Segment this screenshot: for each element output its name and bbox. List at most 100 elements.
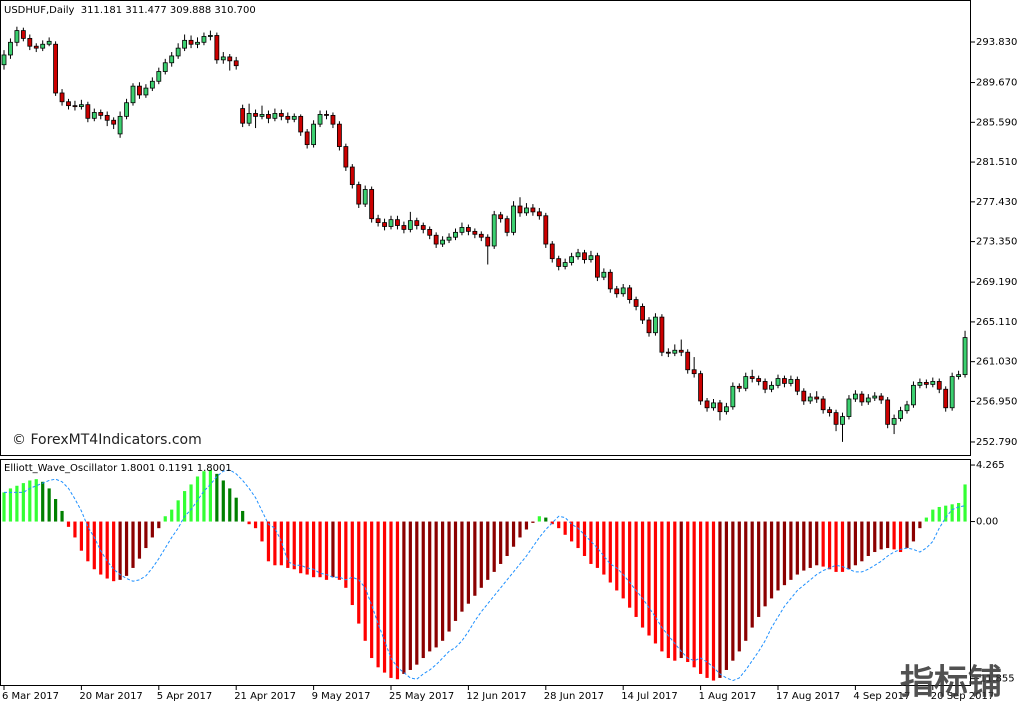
candle-body [453,231,458,238]
candle-body [653,316,658,334]
histogram-bar [447,521,451,632]
histogram-bar [421,521,425,659]
histogram-bar [363,521,367,641]
histogram-bar [705,521,709,678]
candle-body [595,255,600,278]
histogram-bar [653,521,658,644]
site-watermark: 指标铺 [900,663,1002,703]
histogram-bar [905,521,909,549]
histogram-bar [2,492,6,522]
candle-body [459,227,465,233]
candle-body [691,369,697,375]
x-tick-label: 9 May 2017 [312,691,371,702]
histogram-bar [415,521,419,665]
histogram-bar [511,521,516,547]
candle-body [104,114,110,121]
x-tick-label: 12 Jun 2017 [466,691,526,702]
candle-body [285,115,291,120]
histogram-bar [183,491,187,522]
histogram-bar [402,521,406,674]
candle-body [582,252,587,261]
y-tick-label: -11.855 [976,674,1015,685]
candle-body [627,287,633,300]
histogram-bar [724,521,728,670]
candle-body [446,236,452,241]
marks: 293.830 289.670 285.590 281.510 277.430 273.3… [1,26,1017,702]
candle-body [33,45,39,49]
candle-body [814,396,820,400]
candle-body [111,119,117,125]
candle-body [524,207,529,214]
histogram-bar [866,521,870,557]
candle-body [904,404,910,412]
histogram-bar [963,484,967,522]
histogram-bar [544,517,548,522]
y-tick-label: 281.510 [976,157,1017,168]
histogram-bar [589,521,593,564]
histogram-bar [305,521,309,575]
histogram-bar [41,481,45,522]
candle-body [382,222,387,227]
histogram-bar [21,483,25,522]
candle-body [878,395,884,401]
histogram-bar [537,516,541,522]
candle-body [137,85,142,96]
candle-body [336,123,342,147]
histogram-bar [634,521,638,617]
histogram-bar [744,521,748,641]
candle-body [498,214,504,220]
candle-body [485,236,491,247]
candle-body [923,382,929,385]
histogram-bar [898,521,903,553]
candle-body [272,113,278,119]
watermark: © ForexMT4Indicators.com [12,432,202,448]
candle-body [685,351,691,371]
histogram-bar [73,521,77,538]
histogram-bar [699,521,703,674]
candle-body [85,104,91,119]
histogram-bar [505,521,509,557]
candle-body [427,229,433,236]
candle-body [530,207,536,213]
histogram-bar [531,521,535,523]
y-tick-label: 273.350 [976,237,1017,248]
histogram-bar [266,521,271,562]
candle-body [601,271,607,278]
candle-body [414,220,420,226]
candle-body [833,412,839,425]
histogram-bar [821,521,825,567]
histogram-bar [731,521,735,661]
histogram-bar [299,521,303,574]
histogram-bar [150,521,154,538]
histogram-bar [679,521,683,659]
candle-body [27,37,33,47]
x-tick-label: 6 Mar 2017 [2,691,59,702]
histogram-bar [647,521,651,636]
histogram-bar [273,521,277,566]
candle-body [782,378,787,384]
candle-body [362,189,368,205]
candle-body [820,398,826,411]
y-tick-label: 277.430 [976,197,1017,208]
candle-body [246,113,252,124]
histogram-bar [34,479,38,522]
candle-body [588,255,594,261]
candle-body [356,184,362,205]
histogram-bar [944,505,948,522]
candle-body [472,230,478,235]
candle-body [898,410,903,419]
candle-body [756,378,762,382]
histogram-bar [144,521,148,549]
candle-body [214,35,220,61]
candle-body [724,406,729,413]
candle-body [556,258,562,267]
candle-body [227,56,233,62]
histogram-bar [324,521,329,580]
x-tick-label: 25 May 2017 [389,691,454,702]
candle-body [46,40,52,45]
histogram-bar [640,521,645,628]
histogram-bar [195,476,200,522]
candle-body [240,108,246,124]
candle-body [769,384,774,390]
histogram-bar [176,500,180,522]
